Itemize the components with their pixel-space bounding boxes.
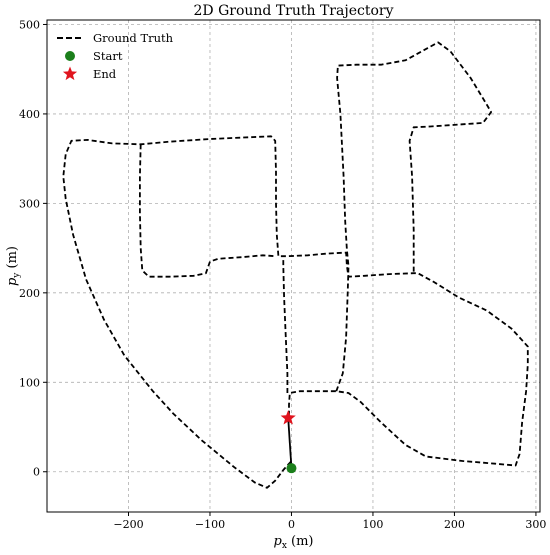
x-tick-label: 0 <box>288 518 295 531</box>
trajectory-segment-3 <box>335 41 492 392</box>
x-tick-label: 200 <box>444 518 465 531</box>
legend-start-marker <box>65 51 75 61</box>
legend-label-ground-truth: Ground Truth <box>93 31 174 45</box>
legend-end-marker <box>62 66 78 81</box>
legend: Ground Truth Start End <box>57 31 174 81</box>
tick-layer: −200 −100 0 100 200 300 0 100 200 300 400 500 <box>19 18 546 531</box>
y-tick-label: 0 <box>33 466 40 479</box>
trajectory-segment-2 <box>282 257 289 393</box>
marker-layer <box>280 410 297 474</box>
x-tick-label: −200 <box>113 518 143 531</box>
y-tick-label: 200 <box>19 287 40 300</box>
x-axis-label: px (m) <box>273 534 313 550</box>
x-tick-label: 300 <box>525 518 546 531</box>
y-tick-label: 400 <box>19 108 40 121</box>
grid-layer <box>47 20 540 512</box>
x-tick-label: 100 <box>362 518 383 531</box>
end-marker <box>280 410 296 425</box>
x-tick-label: −100 <box>195 518 225 531</box>
y-tick-label: 300 <box>19 197 40 210</box>
y-tick-label: 500 <box>19 18 40 31</box>
series-layer <box>62 41 529 489</box>
final-approach-segment <box>287 418 293 469</box>
y-axis-label: py (m) <box>5 246 22 286</box>
y-tick-label: 100 <box>19 376 40 389</box>
legend-label-start: Start <box>93 49 123 63</box>
trajectory-segment-1 <box>139 144 276 278</box>
chart-title: 2D Ground Truth Trajectory <box>194 3 394 19</box>
plot-frame <box>46 19 541 513</box>
trajectory-segment-0 <box>62 135 529 489</box>
start-marker <box>286 463 297 474</box>
legend-label-end: End <box>93 67 117 81</box>
